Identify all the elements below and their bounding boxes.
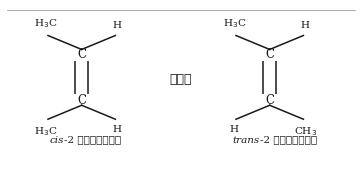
Text: H$_3$C: H$_3$C <box>34 125 58 138</box>
Text: trans: trans <box>232 136 259 145</box>
Text: C: C <box>77 94 86 107</box>
Text: H: H <box>113 125 122 134</box>
Text: H: H <box>113 21 122 30</box>
Text: -2 ब्यूटीन: -2 ब्यूटीन <box>64 136 121 145</box>
Text: H: H <box>230 125 239 134</box>
Text: H$_3$C: H$_3$C <box>223 17 246 30</box>
Text: -2 ब्यूटीन: -2 ब्यूटीन <box>260 136 317 145</box>
Text: cis: cis <box>49 136 64 145</box>
Text: C: C <box>77 48 86 61</box>
Text: CH$_3$: CH$_3$ <box>294 125 317 138</box>
Text: H$_3$C: H$_3$C <box>34 17 58 30</box>
Text: C: C <box>265 94 274 107</box>
Text: C: C <box>265 48 274 61</box>
Text: H: H <box>301 21 310 30</box>
Text: एवं: एवं <box>170 73 192 86</box>
